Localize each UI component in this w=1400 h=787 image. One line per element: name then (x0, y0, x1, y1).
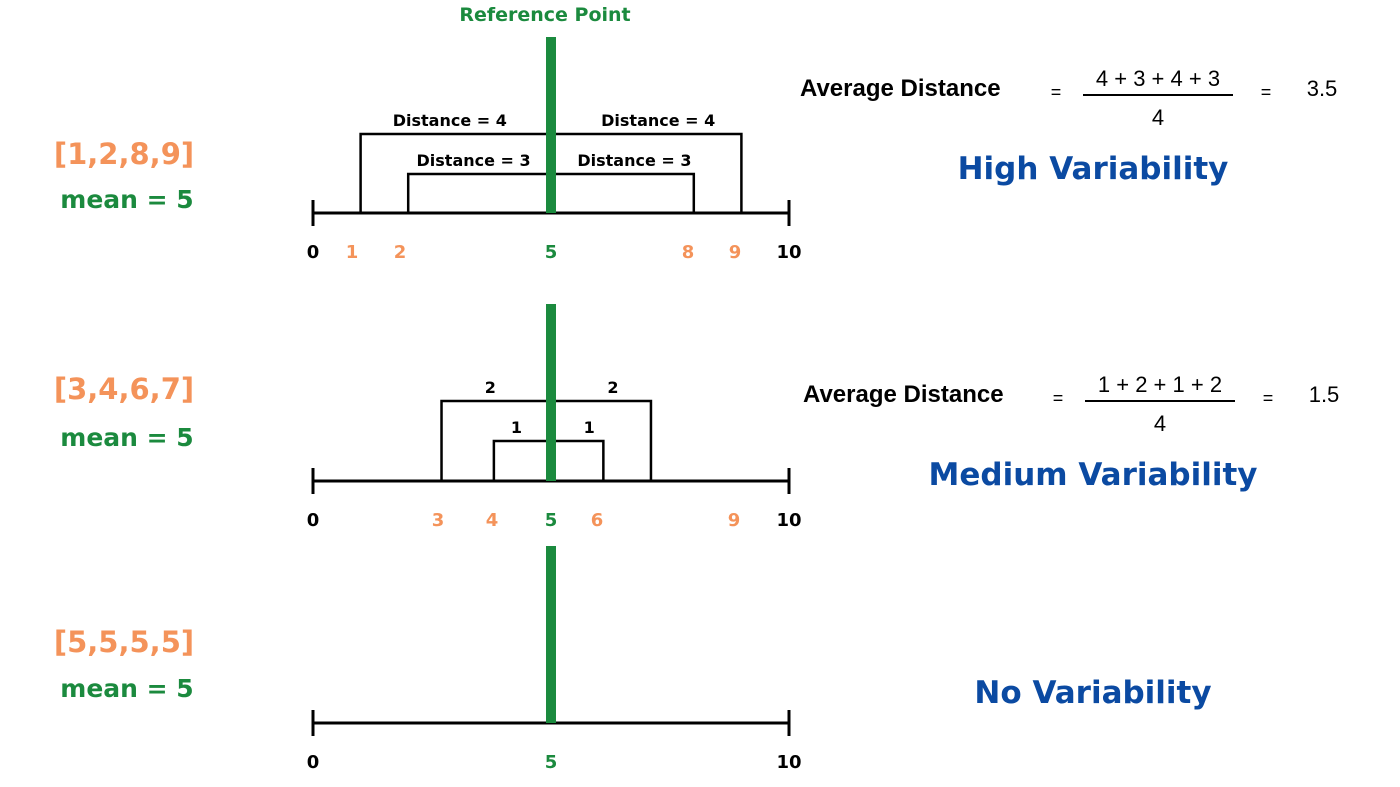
axis-min-label: 0 (307, 242, 320, 263)
formula-denominator: 4 (1154, 411, 1166, 436)
formula-denominator: 4 (1152, 105, 1164, 130)
axis-max-label: 10 (776, 242, 801, 263)
formula-numerator: 1 + 2 + 1 + 2 (1098, 372, 1222, 397)
distance-label: Distance = 3 (577, 151, 691, 170)
formula-title: Average Distance (803, 381, 1004, 408)
reference-value-label: 5 (545, 242, 558, 263)
data-point-label: 6 (591, 510, 604, 531)
variability-label: High Variability (958, 151, 1229, 187)
axis-min-label: 0 (307, 510, 320, 531)
formula-result: 1.5 (1309, 382, 1340, 407)
data-point-label: 9 (729, 242, 742, 263)
panel-1: [1,2,8,9] mean = 5 Distance = 4 Distance = … (54, 37, 1337, 263)
axis-min-label: 0 (307, 752, 320, 773)
distance-label: 2 (485, 378, 496, 397)
panel-3: [5,5,5,5] mean = 5 0 10 5 No Variability (54, 546, 1212, 773)
equals-sign: = (1051, 82, 1062, 102)
variability-label: No Variability (974, 675, 1211, 711)
data-point-label: 3 (432, 510, 445, 531)
axis-max-label: 10 (776, 510, 801, 531)
data-point-label: 8 (682, 242, 695, 263)
distance-bracket (549, 172, 696, 213)
dataset-label: [1,2,8,9] (54, 137, 194, 171)
data-point-label: 4 (486, 510, 499, 531)
data-point-label: 2 (394, 242, 407, 263)
mean-label: mean = 5 (60, 423, 193, 452)
equals-sign: = (1053, 388, 1064, 408)
average-distance-formula: Average Distance = 1 + 2 + 1 + 2 4 = 1.5 (803, 372, 1339, 436)
axis-max-label: 10 (776, 752, 801, 773)
distance-bracket (549, 439, 605, 481)
distance-label: Distance = 3 (417, 151, 531, 170)
mean-label: mean = 5 (60, 185, 193, 214)
distance-bracket (492, 439, 551, 481)
panels: [1,2,8,9] mean = 5 Distance = 4 Distance = … (54, 37, 1339, 773)
reference-point-label: Reference Point (459, 4, 630, 26)
distance-label: 1 (584, 418, 595, 437)
distance-bracket (440, 399, 551, 481)
distance-label: 1 (511, 418, 522, 437)
average-distance-formula: Average Distance = 4 + 3 + 4 + 3 4 = 3.5 (800, 66, 1337, 130)
data-point-label: 9 (728, 510, 741, 531)
equals-sign: = (1263, 388, 1274, 408)
reference-value-label: 5 (545, 510, 558, 531)
variability-label: Medium Variability (929, 457, 1258, 493)
distance-label: Distance = 4 (393, 111, 507, 130)
dataset-label: [3,4,6,7] (54, 372, 194, 406)
dataset-label: [5,5,5,5] (54, 625, 194, 659)
distance-bracket (359, 132, 551, 213)
equals-sign: = (1261, 82, 1272, 102)
mean-label: mean = 5 (60, 674, 193, 703)
data-point-label: 1 (346, 242, 359, 263)
distance-bracket (406, 172, 551, 213)
reference-value-label: 5 (545, 752, 558, 773)
formula-numerator: 4 + 3 + 4 + 3 (1096, 66, 1220, 91)
formula-title: Average Distance (800, 75, 1001, 102)
distance-label: 2 (607, 378, 618, 397)
formula-result: 3.5 (1307, 76, 1338, 101)
distance-label: Distance = 4 (601, 111, 715, 130)
